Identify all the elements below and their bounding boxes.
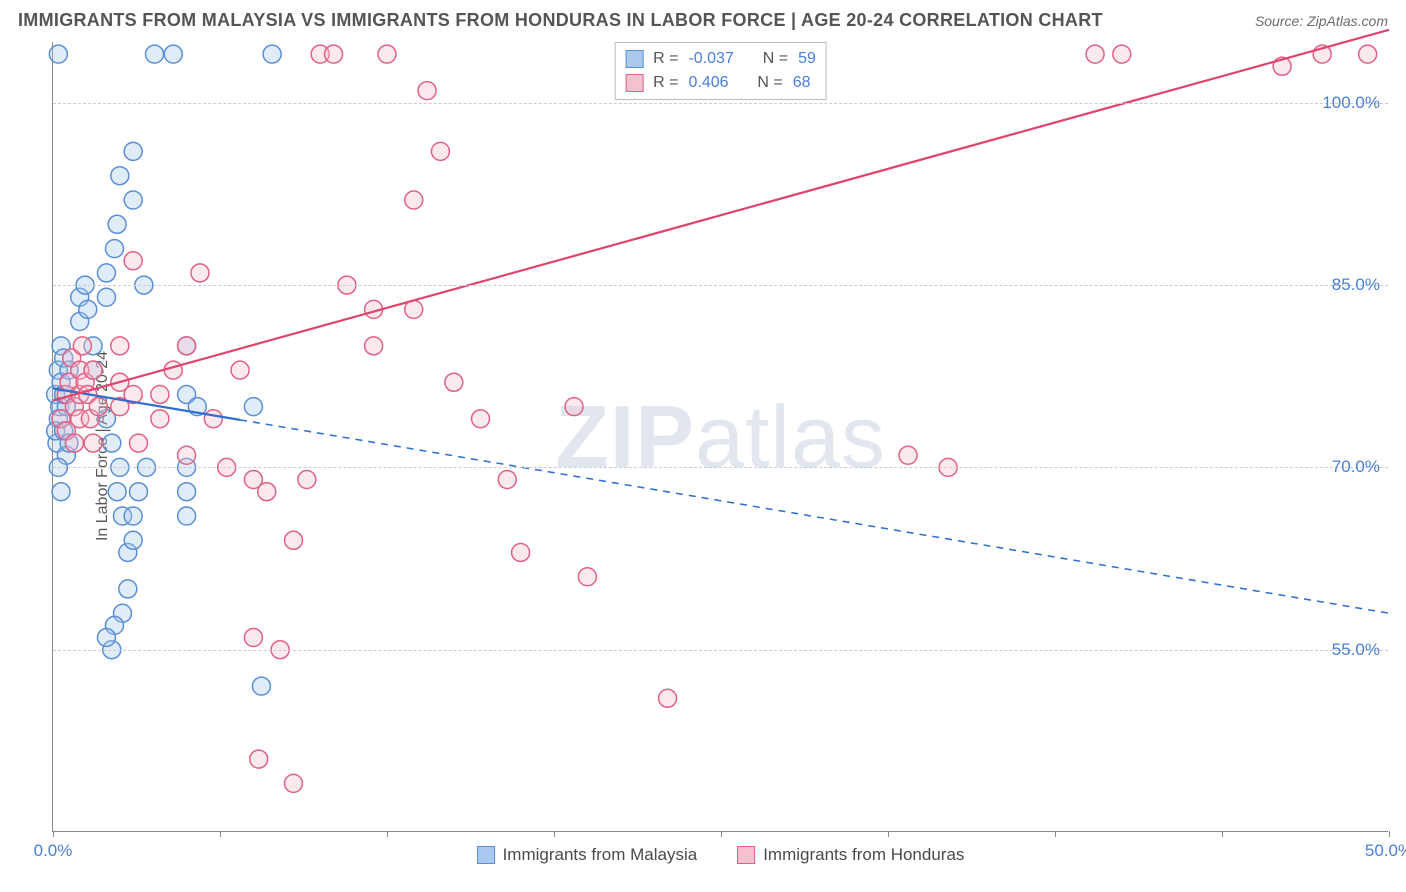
- legend-item: Immigrants from Malaysia: [477, 845, 698, 865]
- data-point: [124, 252, 142, 270]
- x-tick-label: 50.0%: [1365, 841, 1406, 861]
- scatter-svg: [53, 42, 1388, 831]
- series-swatch: [737, 846, 755, 864]
- data-point: [325, 45, 343, 63]
- data-point: [178, 337, 196, 355]
- series-swatch: [477, 846, 495, 864]
- data-point: [151, 410, 169, 428]
- data-point: [124, 507, 142, 525]
- data-point: [498, 471, 516, 489]
- data-point: [124, 142, 142, 160]
- x-tick: [1055, 831, 1056, 837]
- data-point: [124, 531, 142, 549]
- data-point: [284, 531, 302, 549]
- data-point: [378, 45, 396, 63]
- legend-item: Immigrants from Honduras: [737, 845, 964, 865]
- data-point: [97, 264, 115, 282]
- data-point: [263, 45, 281, 63]
- data-point: [1113, 45, 1131, 63]
- data-point: [899, 446, 917, 464]
- x-tick: [721, 831, 722, 837]
- data-point: [512, 543, 530, 561]
- y-tick-label: 55.0%: [1332, 640, 1380, 660]
- data-point: [565, 398, 583, 416]
- stats-row: R = 0.406 N =68: [625, 71, 816, 95]
- data-point: [130, 483, 148, 501]
- series-swatch: [625, 50, 643, 68]
- data-point: [250, 750, 268, 768]
- data-point: [298, 471, 316, 489]
- source-attribution: Source: ZipAtlas.com: [1255, 13, 1388, 29]
- data-point: [97, 288, 115, 306]
- gridline: [53, 650, 1388, 651]
- stats-row: R =-0.037 N =59: [625, 47, 816, 71]
- chart-plot-area: ZIPatlas R =-0.037 N =59R = 0.406 N =68 …: [52, 42, 1388, 832]
- data-point: [108, 483, 126, 501]
- data-point: [365, 337, 383, 355]
- data-point: [1086, 45, 1104, 63]
- data-point: [1359, 45, 1377, 63]
- data-point: [65, 434, 83, 452]
- data-point: [178, 483, 196, 501]
- data-point: [79, 300, 97, 318]
- gridline: [53, 467, 1388, 468]
- data-point: [84, 361, 102, 379]
- data-point: [151, 385, 169, 403]
- data-point: [49, 45, 67, 63]
- data-point: [84, 434, 102, 452]
- x-tick: [387, 831, 388, 837]
- stats-legend-box: R =-0.037 N =59R = 0.406 N =68: [614, 42, 827, 100]
- data-point: [191, 264, 209, 282]
- y-tick-label: 100.0%: [1322, 93, 1380, 113]
- data-point: [130, 434, 148, 452]
- data-point: [103, 434, 121, 452]
- data-point: [252, 677, 270, 695]
- data-point: [164, 361, 182, 379]
- data-point: [178, 507, 196, 525]
- data-point: [52, 483, 70, 501]
- data-point: [164, 45, 182, 63]
- data-point: [108, 215, 126, 233]
- data-point: [178, 446, 196, 464]
- x-tick: [1389, 831, 1390, 837]
- x-tick: [53, 831, 54, 837]
- data-point: [146, 45, 164, 63]
- y-tick-label: 85.0%: [1332, 275, 1380, 295]
- data-point: [284, 774, 302, 792]
- data-point: [405, 191, 423, 209]
- legend-label: Immigrants from Malaysia: [503, 845, 698, 865]
- data-point: [111, 337, 129, 355]
- data-point: [89, 398, 107, 416]
- data-point: [659, 689, 677, 707]
- trend-line-dashed: [240, 420, 1389, 613]
- data-point: [578, 568, 596, 586]
- data-point: [418, 82, 436, 100]
- data-point: [231, 361, 249, 379]
- y-tick-label: 70.0%: [1332, 457, 1380, 477]
- data-point: [105, 240, 123, 258]
- x-tick: [1222, 831, 1223, 837]
- data-point: [73, 337, 91, 355]
- x-tick: [220, 831, 221, 837]
- data-point: [97, 629, 115, 647]
- series-swatch: [625, 74, 643, 92]
- data-point: [472, 410, 490, 428]
- x-tick: [888, 831, 889, 837]
- gridline: [53, 103, 1388, 104]
- data-point: [204, 410, 222, 428]
- data-point: [124, 191, 142, 209]
- chart-title: IMMIGRANTS FROM MALAYSIA VS IMMIGRANTS F…: [18, 10, 1103, 31]
- x-tick-label: 0.0%: [34, 841, 73, 861]
- legend-label: Immigrants from Honduras: [763, 845, 964, 865]
- data-point: [445, 373, 463, 391]
- data-point: [244, 629, 262, 647]
- gridline: [53, 285, 1388, 286]
- data-point: [119, 580, 137, 598]
- data-point: [258, 483, 276, 501]
- data-point: [244, 398, 262, 416]
- data-point: [431, 142, 449, 160]
- data-point: [111, 167, 129, 185]
- series-legend: Immigrants from Malaysia Immigrants from …: [477, 845, 965, 865]
- x-tick: [554, 831, 555, 837]
